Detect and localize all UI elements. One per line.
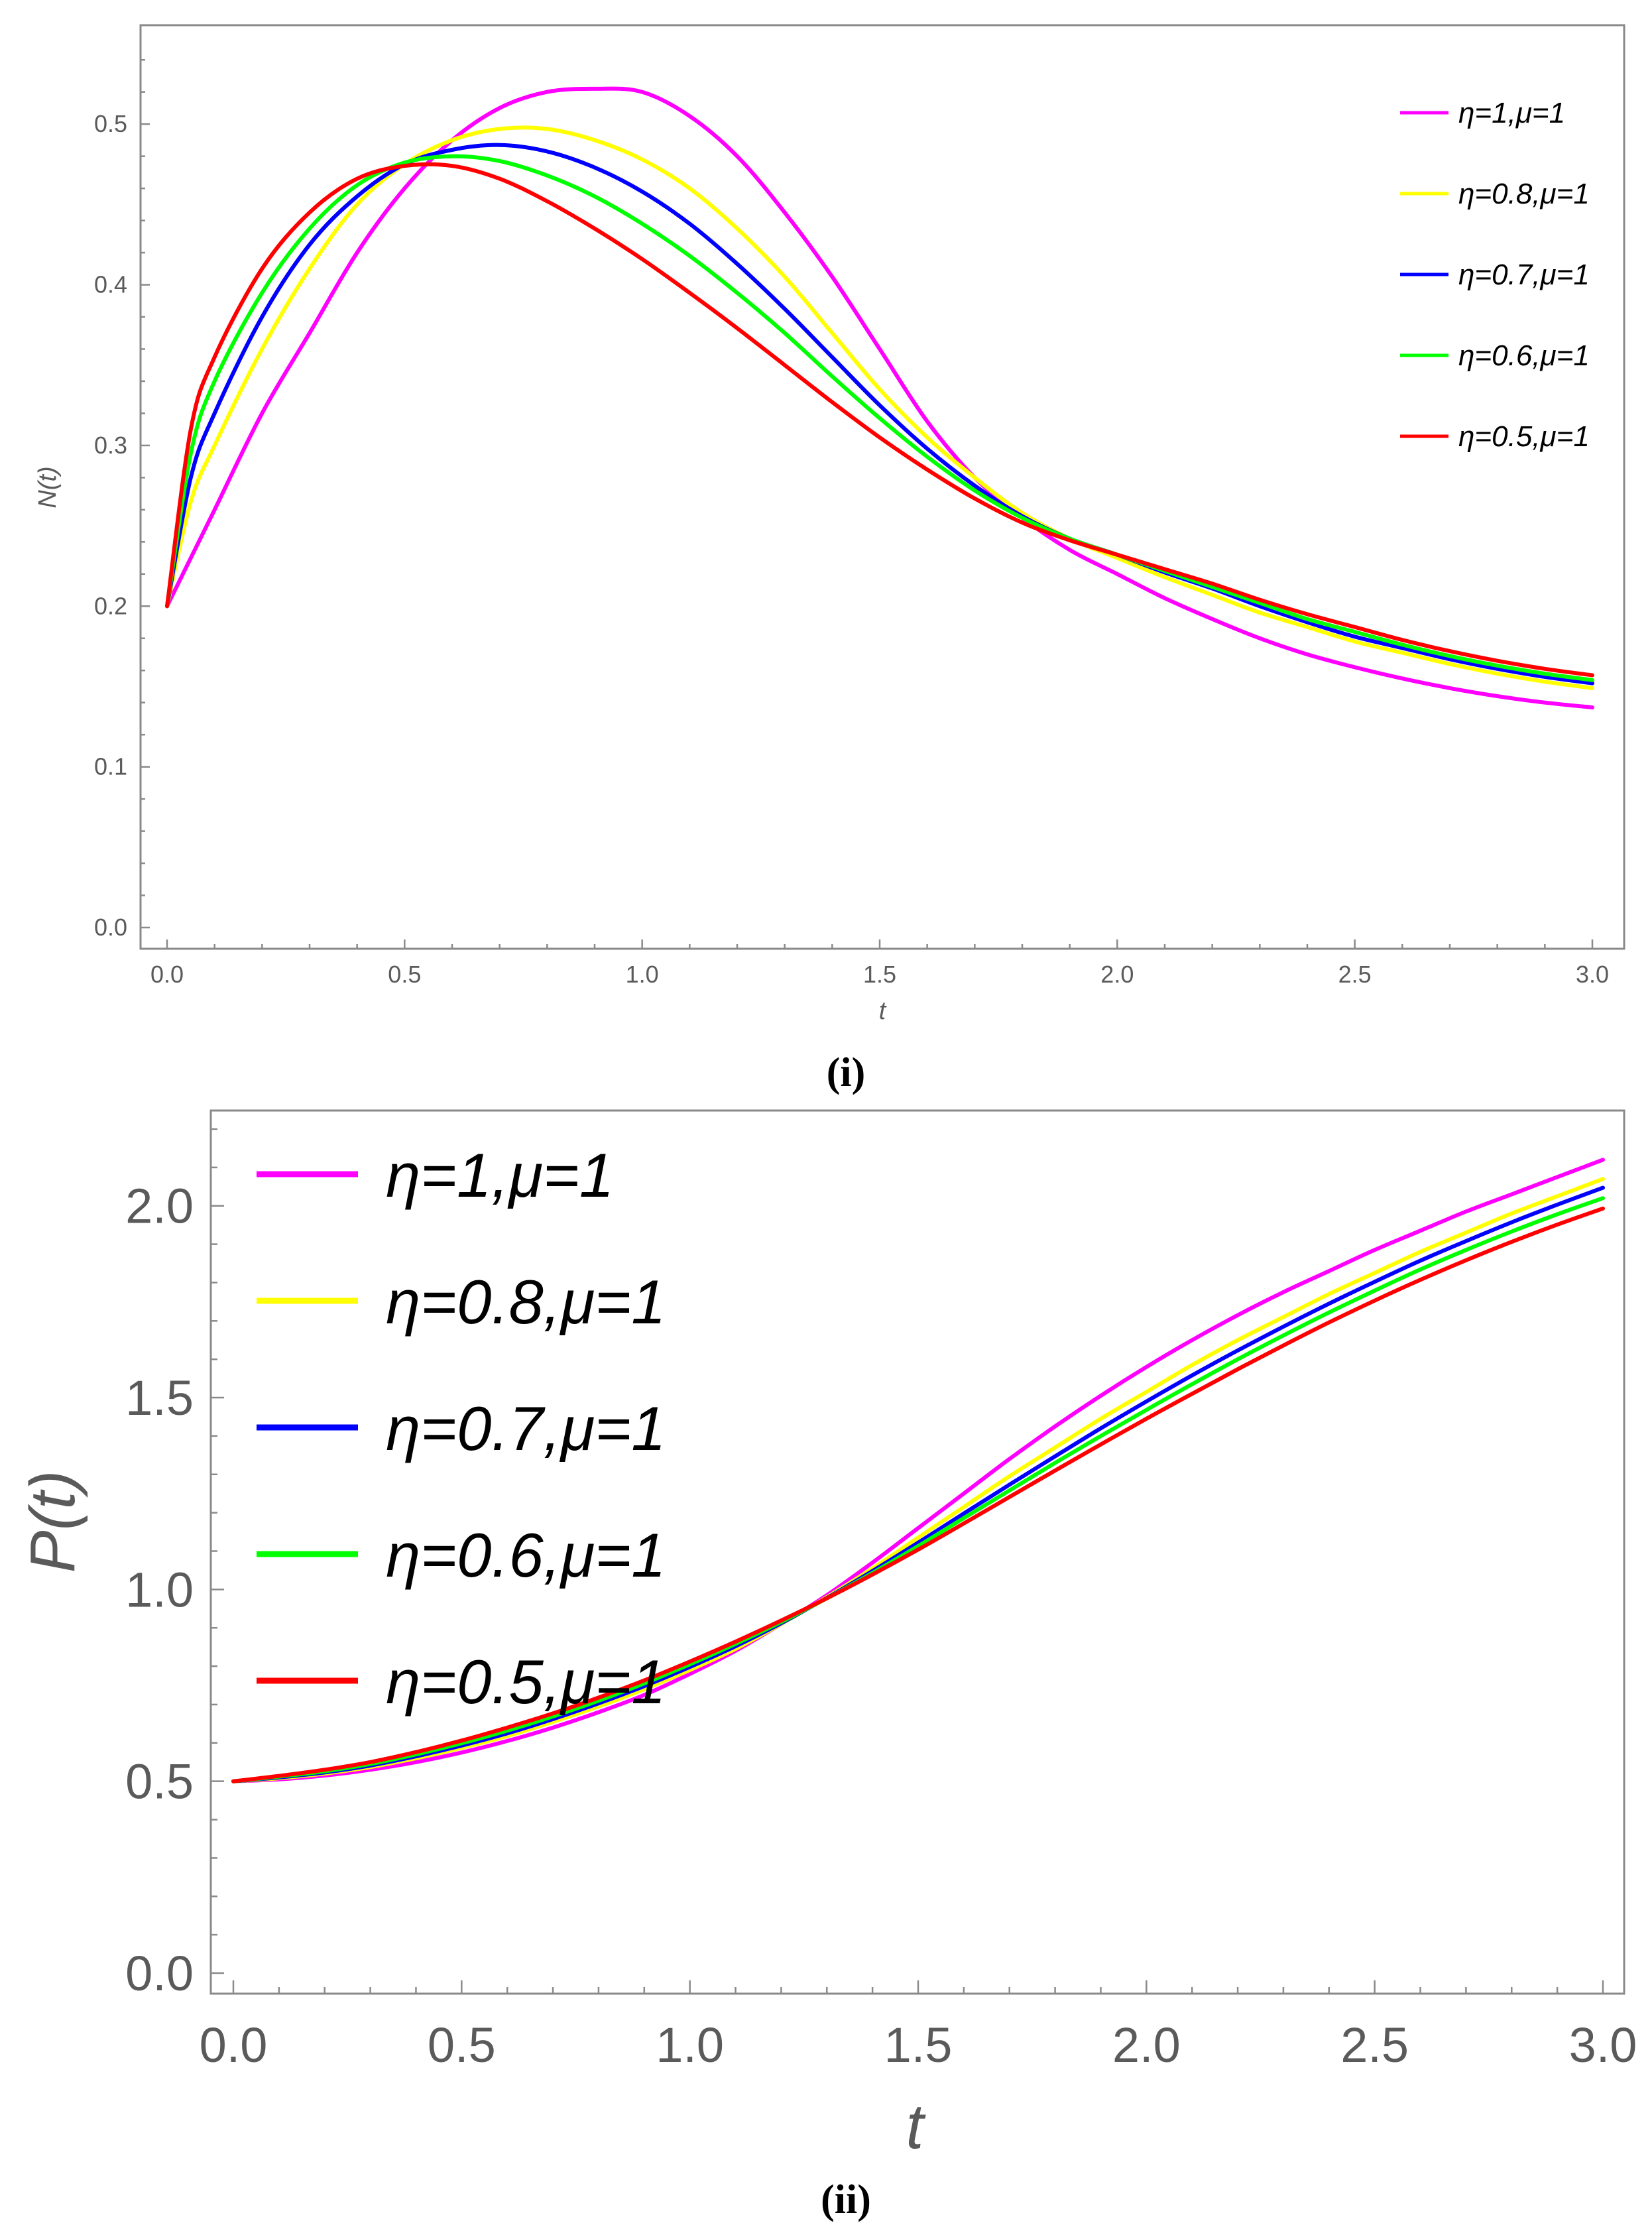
tick-marks-2 <box>211 1128 1604 1994</box>
y-tick-labels-1: 0.0 0.1 0.2 0.3 0.4 0.5 <box>94 110 127 941</box>
series-lines-1 <box>165 86 1594 709</box>
y-axis-label-2: P(t) <box>17 1471 88 1573</box>
x-tick-label: 1.5 <box>863 961 896 988</box>
x-tick-label: 3.0 <box>1569 2018 1637 2073</box>
y-tick-label: 2.0 <box>125 1179 194 1234</box>
series-line <box>231 1185 1605 1783</box>
series-line <box>231 1196 1605 1783</box>
caption-2: (ii) <box>821 2177 871 2222</box>
x-tick-label: 0.0 <box>200 2018 268 2073</box>
series-line <box>165 162 1594 678</box>
x-tick-label: 1.0 <box>626 961 659 988</box>
legend-label: η=0.6,μ=1 <box>1458 339 1590 372</box>
y-tick-label: 0.0 <box>125 1946 194 2001</box>
x-tick-labels-1: 0.0 0.5 1.0 1.5 2.0 2.5 3.0 <box>150 961 1609 988</box>
chart-p-of-t: 0.0 0.5 1.0 1.5 2.0 2.5 3.0 0.0 0.5 1.0 … <box>17 1109 1637 2222</box>
y-tick-label: 0.5 <box>94 110 127 137</box>
x-tick-label: 2.5 <box>1340 2018 1409 2073</box>
y-tick-label: 0.5 <box>125 1754 194 1809</box>
x-tick-label: 0.5 <box>388 961 421 988</box>
y-tick-label: 0.2 <box>94 592 127 619</box>
y-tick-label: 0.4 <box>94 271 127 298</box>
y-tick-label: 1.0 <box>125 1562 194 1617</box>
y-tick-labels-2: 0.0 0.5 1.0 1.5 2.0 <box>125 1179 194 2001</box>
series-line <box>231 1158 1605 1783</box>
legend-label: η=1,μ=1 <box>1458 97 1565 129</box>
x-tick-label: 3.0 <box>1576 961 1609 988</box>
x-tick-label: 0.5 <box>428 2018 496 2073</box>
y-tick-label: 0.0 <box>94 914 127 941</box>
y-axis-label-1: N(t) <box>34 466 62 508</box>
x-axis-label-2: t <box>906 2091 926 2162</box>
series-line <box>165 86 1594 709</box>
y-tick-label: 0.1 <box>94 753 127 780</box>
x-tick-label: 1.5 <box>884 2018 953 2073</box>
legend-label: η=1,μ=1 <box>386 1140 614 1210</box>
y-tick-label: 1.5 <box>125 1370 194 1425</box>
x-axis-label-1: t <box>879 997 887 1025</box>
tick-marks-1 <box>141 58 1594 949</box>
legend-label: η=0.5,μ=1 <box>386 1647 666 1717</box>
legend-label: η=0.6,μ=1 <box>386 1520 666 1590</box>
series-line <box>165 154 1594 682</box>
legend-label: η=0.8,μ=1 <box>386 1267 666 1337</box>
legend-label: η=0.7,μ=1 <box>1458 259 1590 291</box>
legend-label: η=0.5,μ=1 <box>1458 420 1590 453</box>
series-line <box>231 1206 1605 1783</box>
legend-label: η=0.7,μ=1 <box>386 1394 666 1463</box>
x-tick-labels-2: 0.0 0.5 1.0 1.5 2.0 2.5 3.0 <box>200 2018 1637 2073</box>
y-tick-label: 0.3 <box>94 432 127 459</box>
chart-n-of-t: 0.0 0.5 1.0 1.5 2.0 2.5 3.0 0.0 0.1 0.2 … <box>34 24 1625 1095</box>
series-line <box>165 125 1594 690</box>
caption-1: (i) <box>827 1050 866 1095</box>
legend-1: η=1,μ=1 η=0.8,μ=1 η=0.7,μ=1 η=0.6,μ=1 η=… <box>1400 97 1590 453</box>
series-line <box>231 1177 1605 1783</box>
legend-2: η=1,μ=1 η=0.8,μ=1 η=0.7,μ=1 η=0.6,μ=1 η=… <box>257 1140 666 1717</box>
legend-label: η=0.8,μ=1 <box>1458 178 1590 210</box>
series-lines-2 <box>231 1158 1605 1783</box>
x-tick-label: 2.5 <box>1338 961 1372 988</box>
x-tick-label: 0.0 <box>150 961 184 988</box>
x-tick-label: 2.0 <box>1100 961 1134 988</box>
plot-frame-1 <box>139 24 1625 950</box>
series-line <box>165 143 1594 686</box>
x-tick-label: 2.0 <box>1112 2018 1181 2073</box>
x-tick-label: 1.0 <box>656 2018 724 2073</box>
